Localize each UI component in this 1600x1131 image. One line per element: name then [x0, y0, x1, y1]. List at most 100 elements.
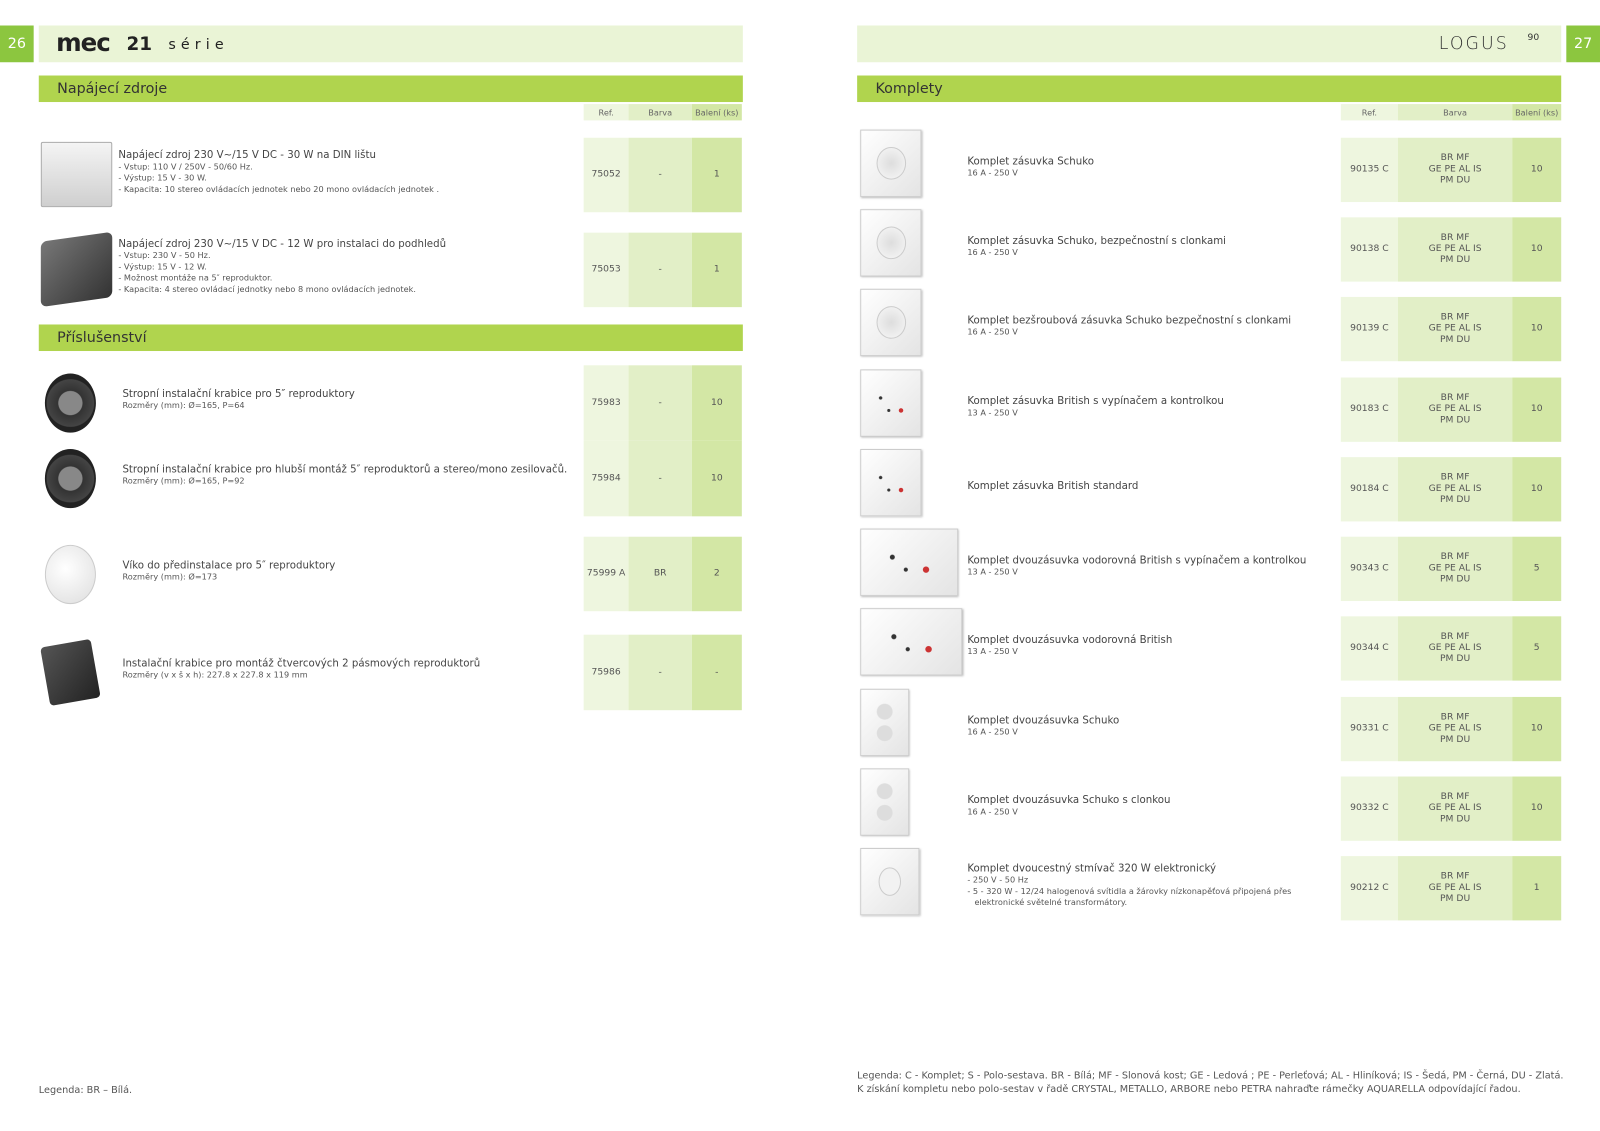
item-text: Komplet dvouzásuvka Schuko s clonkou 16 A… — [967, 794, 1170, 816]
socket-face — [871, 697, 898, 748]
cell-colors: BR MF GE PE AL IS PM DU — [1397, 856, 1513, 921]
item-text: Stropní instalační krabice pro 5″ reprod… — [122, 389, 354, 411]
brand-number: 90 — [1527, 32, 1540, 43]
column-header: Balení (ks) — [691, 104, 742, 121]
color-code: GE PE AL IS — [1428, 404, 1482, 415]
color-code: PM DU — [1439, 893, 1471, 905]
column-header: Ref. — [583, 104, 629, 121]
item-text: Instalační krabice pro montáž čtvercovýc… — [122, 658, 480, 680]
column-header: Balení (ks) — [1512, 104, 1562, 121]
item-detail: 16 A - 250 V — [967, 327, 1018, 337]
product-image — [860, 528, 959, 596]
color-code: PM DU — [1439, 255, 1471, 266]
item-detail: Rozměry (mm): Ø=173 — [122, 571, 218, 582]
cell-ref: 90331 C — [1340, 696, 1398, 762]
cell-pack: 2 — [691, 536, 742, 612]
item-title: Komplet dvouzásuvka Schuko — [967, 714, 1120, 727]
color-code: PM DU — [1439, 574, 1471, 585]
series: série — [168, 36, 229, 54]
product-image — [40, 638, 101, 707]
cell-color: - — [628, 137, 692, 213]
cell-ref: 90138 C — [1340, 217, 1398, 282]
legend: Legenda: C - Komplet; S - Polo-sestava. … — [857, 1069, 1563, 1096]
color-code: PM DU — [1439, 334, 1471, 345]
color-code: GE PE AL IS — [1428, 642, 1482, 654]
brand-number: 21 — [126, 33, 153, 56]
cell-ref: 90183 C — [1340, 377, 1398, 442]
item-text: Komplet dvoucestný stmívač 320 W elektro… — [967, 863, 1291, 908]
product-image — [40, 141, 113, 208]
socket-face — [876, 226, 906, 260]
section-title: Napájecí zdroje — [38, 75, 743, 103]
product-image — [860, 608, 963, 676]
product-image — [44, 373, 96, 433]
cell-pack: 10 — [1512, 217, 1562, 282]
cell-color: BR — [628, 536, 692, 612]
cell-colors: BR MF GE PE AL IS PM DU — [1397, 457, 1513, 522]
color-code: GE PE AL IS — [1428, 164, 1482, 175]
cell-ref: 75983 — [583, 365, 629, 441]
item-detail: Rozměry (mm): Ø=165, P=64 — [122, 401, 245, 411]
item-detail: Rozměry (v x š x h): 227.8 x 227.8 x 119… — [122, 670, 308, 680]
cell-colors: BR MF GE PE AL IS PM DU — [1397, 137, 1513, 203]
item-title: Napájecí zdroj 230 V~/15 V DC - 30 W na … — [118, 149, 376, 161]
item-detail: 16 A - 250 V — [967, 247, 1018, 257]
item-detail: 13 A - 250 V — [967, 646, 1018, 656]
cell-ref: 90212 C — [1340, 856, 1398, 921]
cell-pack: 5 — [1512, 536, 1562, 602]
header-bar — [857, 25, 1562, 63]
cell-colors: BR MF GE PE AL IS PM DU — [1397, 616, 1513, 681]
column-header: Barva — [628, 104, 692, 121]
cell-pack: 5 — [1512, 616, 1562, 681]
cell-colors: BR MF GE PE AL IS PM DU — [1397, 217, 1513, 282]
cell-pack: 10 — [1512, 776, 1562, 841]
legend-line: K získání kompletu nebo polo-sestav v řa… — [857, 1083, 1521, 1095]
color-code: BR MF — [1440, 552, 1470, 563]
color-code: PM DU — [1439, 734, 1471, 745]
item-detail: - 5 - 320 W - 12/24 halogenová svítidla … — [967, 886, 1292, 896]
cell-pack: 10 — [1512, 696, 1562, 762]
item-detail: - Výstup: 15 V - 12 W. — [118, 262, 207, 272]
item-text: Stropní instalační krabice pro hlubší mo… — [122, 464, 567, 486]
item-title: Komplet zásuvka British standard — [967, 480, 1139, 492]
color-code: PM DU — [1439, 175, 1471, 186]
product-image — [860, 369, 922, 437]
legend: Legenda: BR – Bílá. — [38, 1084, 133, 1096]
product-image — [860, 288, 922, 357]
item-title: Instalační krabice pro montáž čtvercovýc… — [122, 658, 481, 670]
color-code: GE PE AL IS — [1428, 563, 1482, 574]
color-code: BR MF — [1440, 153, 1470, 164]
item-text: Napájecí zdroj 230 V~/15 V DC - 12 W pro… — [118, 239, 446, 295]
color-code: BR MF — [1440, 312, 1470, 323]
item-title: Stropní instalační krabice pro hlubší mo… — [122, 464, 568, 476]
legend-line: Legenda: C - Komplet; S - Polo-sestava. … — [857, 1070, 1564, 1082]
item-title: Komplet bezšroubová zásuvka Schuko bezpe… — [967, 314, 1292, 327]
column-header: Barva — [1397, 104, 1513, 121]
socket-face — [878, 867, 902, 896]
cell-colors: BR MF GE PE AL IS PM DU — [1397, 536, 1513, 602]
cell-color: - — [628, 634, 692, 711]
product-image — [860, 688, 910, 757]
cell-pack: 10 — [1512, 457, 1562, 522]
socket-face — [876, 622, 947, 659]
socket-face — [870, 383, 912, 420]
item-title: Komplet zásuvka Schuko — [967, 155, 1095, 167]
item-title: Komplet zásuvka British s vypínačem a ko… — [967, 395, 1224, 407]
socket-face — [876, 146, 906, 180]
color-code: GE PE AL IS — [1428, 483, 1482, 494]
header-bar — [38, 25, 743, 63]
item-title: Stropní instalační krabice pro 5″ reprod… — [122, 388, 355, 400]
item-detail: - Možnost montáže na 5″ reproduktor. — [118, 273, 273, 283]
item-title: Komplet dvoucestný stmívač 320 W elektro… — [967, 862, 1217, 874]
color-code: GE PE AL IS — [1428, 803, 1482, 814]
item-detail: - Vstup: 230 V - 50 Hz. — [118, 251, 211, 261]
color-code: GE PE AL IS — [1428, 323, 1482, 334]
item-title: Komplet dvouzásuvka vodorovná British s … — [967, 554, 1307, 566]
item-detail: - 250 V - 50 Hz — [967, 874, 1029, 885]
color-code: PM DU — [1439, 814, 1471, 825]
page-number: 27 — [1566, 25, 1600, 63]
cell-ref: 90184 C — [1340, 457, 1398, 522]
color-code: BR MF — [1440, 791, 1470, 803]
